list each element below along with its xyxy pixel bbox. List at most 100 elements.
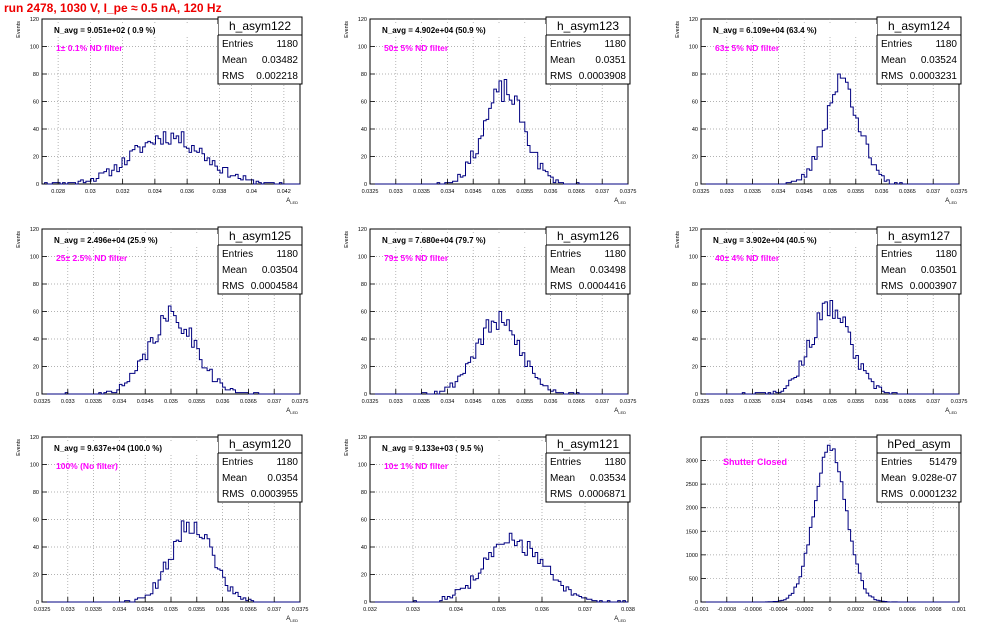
y-axis-title: Events <box>344 231 350 248</box>
x-tick-label: 0.036 <box>535 607 549 613</box>
x-tick-label: 0.034 <box>113 607 127 613</box>
x-tick-label: 0.0345 <box>465 399 482 405</box>
histogram-panel-hPed_asym: -0.001 -0.0008 -0.0006 -0.0004 -0.0002 0 0.000… <box>686 434 966 613</box>
stats-value: 0.0351 <box>595 55 626 66</box>
x-tick-label: 0.034 <box>772 189 786 195</box>
y-tick-label: 60 <box>361 100 367 106</box>
x-tick-label: 0.036 <box>216 607 230 613</box>
stats-label: Entries <box>550 249 581 260</box>
stats-label: RMS <box>550 71 573 82</box>
x-tick-label: 0.0365 <box>568 399 585 405</box>
navg-box <box>711 24 877 35</box>
filter-note: 25± 2.5% ND filter <box>56 253 128 263</box>
stats-value: 0.0354 <box>267 473 298 484</box>
stats-label: Entries <box>222 457 253 468</box>
x-tick-label: -0.0002 <box>795 607 814 613</box>
x-tick-label: 0.0325 <box>693 189 710 195</box>
stats-value: 0.0003955 <box>251 489 299 500</box>
x-tick-label: 0.035 <box>492 189 506 195</box>
stats-box <box>217 452 303 503</box>
y-tick-label: 0 <box>364 392 367 398</box>
stats-label: RMS <box>222 281 245 292</box>
x-tick-label: 0.034 <box>113 399 127 405</box>
x-tick-label: 0.0335 <box>85 607 102 613</box>
y-tick-label: 80 <box>361 282 367 288</box>
y-tick-label: 2000 <box>686 506 698 512</box>
x-tick-label: 0.0335 <box>413 399 430 405</box>
x-tick-label: 0.033 <box>61 607 75 613</box>
filter-note: 40± 4% ND filter <box>715 253 780 263</box>
x-tick-label: 0.0375 <box>292 399 309 405</box>
histogram-name: h_asym126 <box>557 229 619 243</box>
x-tick-label: 0.032 <box>363 607 377 613</box>
stats-value: 0.03524 <box>921 55 958 66</box>
histogram-name: hPed_asym <box>887 437 950 451</box>
y-tick-label: 60 <box>33 310 39 316</box>
stats-value: 1180 <box>935 249 957 260</box>
x-tick-label: 0.0375 <box>951 399 968 405</box>
stats-label: Entries <box>550 457 581 468</box>
y-tick-label: 80 <box>33 282 39 288</box>
y-tick-label: 20 <box>692 365 698 371</box>
y-tick-label: 60 <box>361 518 367 524</box>
navg-label: N_avg = 6.109e+04 (63.4 %) <box>713 26 817 35</box>
x-tick-label: 0.0325 <box>362 189 379 195</box>
y-tick-label: 40 <box>33 127 39 133</box>
navg-label: N_avg = 9.637e+04 (100.0 %) <box>54 444 162 453</box>
y-tick-label: 120 <box>30 435 39 441</box>
stats-value: 51479 <box>929 457 957 468</box>
y-tick-label: 120 <box>358 17 367 23</box>
histogram-panel-h_asym124: 0.0325 0.033 0.0335 0.034 0.0345 0.035 0.0355 0… <box>675 16 967 205</box>
x-tick-label: 0.0365 <box>568 189 585 195</box>
y-tick-label: 60 <box>692 310 698 316</box>
y-tick-label: 40 <box>33 337 39 343</box>
histogram-panel-h_asym125: 0.0325 0.033 0.0335 0.034 0.0345 0.035 0.0355 0… <box>16 226 309 415</box>
stats-label: RMS <box>222 71 245 82</box>
x-tick-label: 0.037 <box>595 189 609 195</box>
histogram-panel-h_asym121: 0.032 0.033 0.034 0.035 0.036 0.037 0.038 0 20 40… <box>344 434 635 622</box>
y-tick-label: 1000 <box>686 553 698 559</box>
stats-value: 0.0006871 <box>579 489 627 500</box>
y-tick-label: 120 <box>358 227 367 233</box>
x-tick-label: 0.0365 <box>240 607 257 613</box>
stats-label: Mean <box>881 55 906 66</box>
x-tick-label: 0.038 <box>621 607 635 613</box>
histogram-line <box>42 520 300 603</box>
stats-label: RMS <box>881 71 904 82</box>
y-tick-label: 80 <box>33 490 39 496</box>
x-tick-label: 0.0335 <box>744 189 761 195</box>
stats-box <box>876 244 962 295</box>
x-tick-label: 0.0355 <box>188 607 205 613</box>
x-tick-label: 0.0325 <box>34 607 51 613</box>
histogram-name: h_asym122 <box>229 19 291 33</box>
x-tick-label: 0.0355 <box>847 189 864 195</box>
x-tick-label: 0.04 <box>246 189 257 195</box>
x-tick-label: 0.033 <box>720 399 734 405</box>
stats-box <box>876 34 962 85</box>
y-tick-label: 80 <box>361 72 367 78</box>
y-tick-label: 0 <box>36 392 39 398</box>
x-tick-label: 0.035 <box>823 399 837 405</box>
y-tick-label: 500 <box>689 576 698 582</box>
x-tick-label: 0.0375 <box>292 607 309 613</box>
x-tick-label: 0.037 <box>926 189 940 195</box>
stats-value: 1180 <box>276 457 298 468</box>
x-tick-label: -0.0006 <box>743 607 762 613</box>
x-tick-label: 0.034 <box>441 189 455 195</box>
x-tick-label: 0.0345 <box>137 607 154 613</box>
x-tick-label: 0.035 <box>164 399 178 405</box>
y-tick-label: 60 <box>692 100 698 106</box>
y-tick-label: 20 <box>33 365 39 371</box>
filter-note: 10± 1% ND filter <box>384 461 449 471</box>
x-tick-label: 0.042 <box>277 189 291 195</box>
y-tick-label: 0 <box>695 392 698 398</box>
y-tick-label: 120 <box>358 435 367 441</box>
stats-label: RMS <box>550 281 573 292</box>
y-axis-title: Events <box>16 231 22 248</box>
y-tick-label: 120 <box>689 17 698 23</box>
x-tick-label: 0 <box>828 607 831 613</box>
x-tick-label: -0.001 <box>693 607 709 613</box>
x-tick-label: 0.0325 <box>693 399 710 405</box>
histogram-name: h_asym121 <box>557 437 619 451</box>
